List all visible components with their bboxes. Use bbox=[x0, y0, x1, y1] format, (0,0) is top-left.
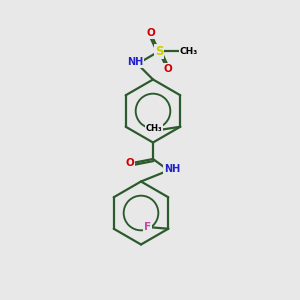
Text: CH₃: CH₃ bbox=[180, 47, 198, 56]
Text: NH: NH bbox=[127, 57, 143, 68]
Text: O: O bbox=[163, 64, 172, 74]
Text: O: O bbox=[146, 28, 155, 38]
Text: O: O bbox=[125, 158, 134, 168]
Text: S: S bbox=[155, 45, 163, 58]
Text: NH: NH bbox=[164, 164, 180, 174]
Text: CH₃: CH₃ bbox=[146, 124, 163, 133]
Text: F: F bbox=[144, 222, 151, 232]
